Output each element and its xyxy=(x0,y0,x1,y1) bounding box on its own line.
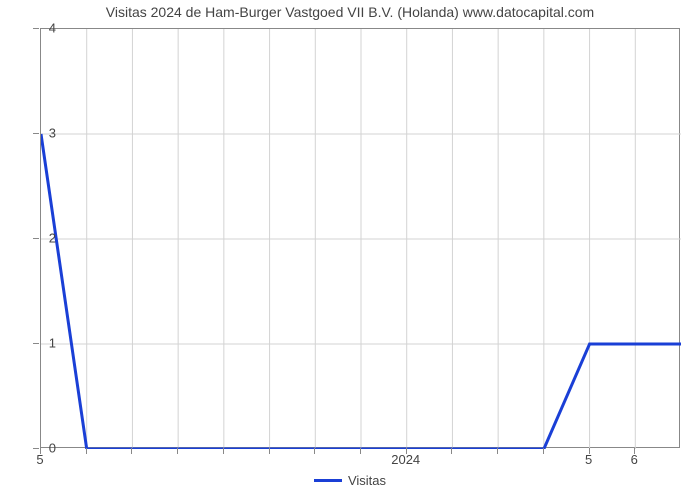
plot-area xyxy=(40,28,680,448)
x-tick xyxy=(543,448,544,454)
line-chart: Visitas 2024 de Ham-Burger Vastgoed VII … xyxy=(0,0,700,500)
x-tick-label: 2024 xyxy=(391,452,420,467)
y-tick-label: 3 xyxy=(26,126,56,141)
chart-title: Visitas 2024 de Ham-Burger Vastgoed VII … xyxy=(0,4,700,20)
x-tick-label: 5 xyxy=(36,452,43,467)
series-line xyxy=(41,134,681,449)
x-tick xyxy=(497,448,498,454)
legend-label: Visitas xyxy=(348,473,386,488)
x-tick xyxy=(269,448,270,454)
x-tick-label: 6 xyxy=(631,452,638,467)
x-tick xyxy=(86,448,87,454)
y-tick-label: 4 xyxy=(26,21,56,36)
x-tick xyxy=(223,448,224,454)
legend: Visitas xyxy=(0,472,700,488)
series-layer xyxy=(41,29,681,449)
y-tick-label: 1 xyxy=(26,336,56,351)
x-tick xyxy=(131,448,132,454)
x-tick xyxy=(360,448,361,454)
x-tick xyxy=(314,448,315,454)
x-tick xyxy=(451,448,452,454)
x-tick xyxy=(177,448,178,454)
legend-swatch xyxy=(314,479,342,482)
x-tick-label: 5 xyxy=(585,452,592,467)
y-tick-label: 2 xyxy=(26,231,56,246)
